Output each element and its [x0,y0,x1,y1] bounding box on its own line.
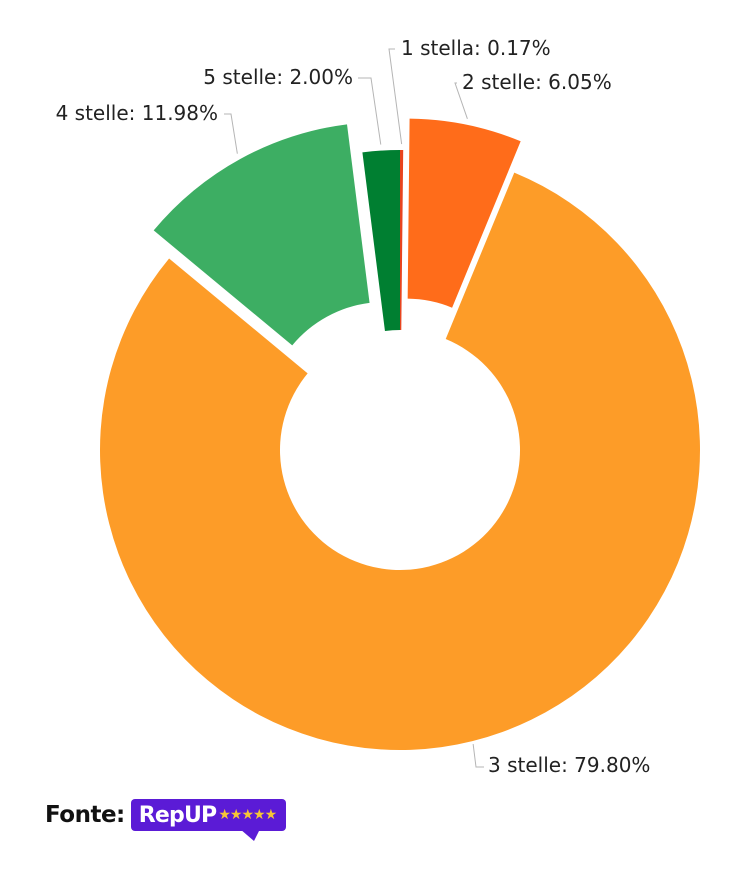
leader-line-2-stelle [454,82,468,119]
data-label-4-stelle: 4 stelle: 11.98% [56,101,218,125]
speech-tail-icon [240,829,261,841]
slice-3-stelle[interactable] [100,172,701,750]
source-label: Fonte: [45,802,125,828]
slice-5-stelle[interactable] [362,150,400,331]
rating-stars-icon: ★★★★★ [218,807,277,823]
leader-line-3-stelle [472,743,484,768]
slice-2-stelle[interactable] [407,118,521,308]
slice-1-stella[interactable] [400,150,404,331]
chart-labels: 1 stella: 0.17% 2 stelle: 6.05% 3 stelle: … [56,36,651,777]
repup-logo[interactable]: RepUP ★★★★★ [130,799,287,841]
label-leaders [224,48,484,768]
leader-line-4-stelle [224,113,238,154]
repup-logo-text: RepUP [138,802,217,828]
slice-4-stelle[interactable] [153,124,370,346]
leader-line-5-stelle [358,77,382,145]
data-label-3-stelle: 3 stelle: 79.80% [488,753,650,777]
chart-slices [100,118,701,750]
source-credit: Fonte: RepUP ★★★★★ [45,799,287,841]
data-label-1-stella: 1 stella: 0.17% [401,36,551,60]
leader-line-1-stella [388,48,403,145]
donut-chart: 1 stella: 0.17% 2 stelle: 6.05% 3 stelle: … [56,36,701,777]
data-label-2-stelle: 2 stelle: 6.05% [462,70,612,94]
data-label-5-stelle: 5 stelle: 2.00% [203,65,353,89]
